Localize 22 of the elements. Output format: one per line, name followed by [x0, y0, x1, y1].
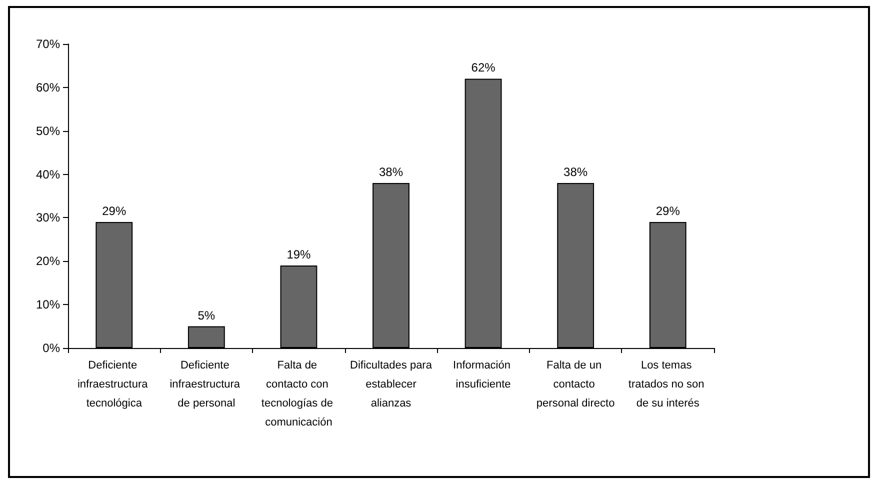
y-tick-label: 0%	[42, 341, 60, 355]
x-tick-label: Dificultades para establecer alianzas	[350, 360, 433, 410]
x-tick-label: Deficiente infraestructura de personal	[170, 360, 244, 410]
y-tick-label: 40%	[36, 167, 60, 182]
data-label: 19%	[286, 247, 312, 262]
y-tick-label: 10%	[36, 298, 60, 312]
x-tick-label: Información insuficiente	[453, 360, 514, 390]
y-tick-label: 50%	[36, 124, 60, 138]
y-tick-label: 20%	[36, 254, 60, 268]
data-label: 38%	[378, 164, 404, 179]
y-tick-label: 60%	[36, 80, 60, 94]
data-label: 5%	[198, 308, 216, 322]
x-tick-label: Falta de contacto con tecnologías de comunicación	[261, 360, 336, 428]
x-tick-label: Falta de un contacto personal directo	[536, 360, 615, 410]
data-label: 62%	[471, 60, 496, 75]
data-label: 29%	[102, 204, 126, 218]
x-tick-label: Deficiente infraestructura tecnológica	[77, 360, 151, 410]
data-label: 29%	[656, 204, 680, 218]
y-tick-label: 30%	[36, 210, 60, 225]
y-tick-label: 70%	[36, 37, 60, 51]
x-tick-label: Los temas tratados no son de su interés	[628, 360, 708, 410]
data-label: 38%	[564, 164, 588, 179]
